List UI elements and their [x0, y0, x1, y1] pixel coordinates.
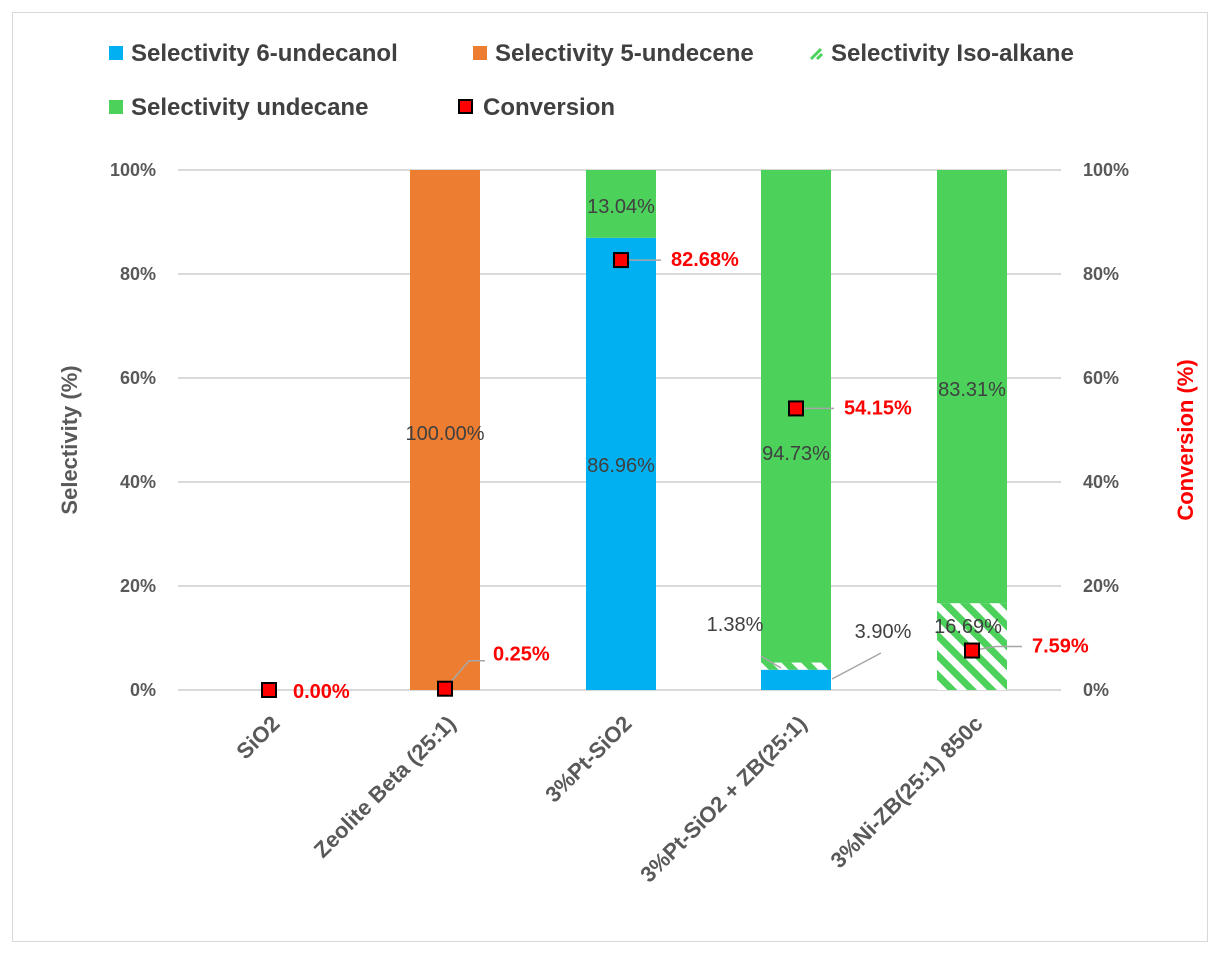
y-right-tick-label: 100% — [1083, 160, 1129, 180]
bar-segment — [761, 669, 831, 690]
conversion-data-label: 0.25% — [493, 644, 550, 666]
x-axis: SiO2 Zeolite Beta (25:1) 3%Pt-SiO23%Pt-SiO… — [231, 711, 987, 887]
legend: Selectivity 6-undecanol Selectivity 5-und… — [109, 40, 1074, 121]
x-category-label: 3%Pt-SiO2 + ZB(25:1) — [635, 711, 811, 887]
conversion-series: 0.00% 0.25% 82.68% 54.15% 7.59% — [261, 249, 1089, 703]
y-left-tick-label: 60% — [120, 368, 156, 388]
legend-label: Selectivity 5-undecene — [495, 40, 754, 67]
bar-data-label: 1.38% — [707, 614, 764, 636]
bar-data-label: 86.96% — [587, 455, 655, 477]
y-left-tick-label: 20% — [120, 576, 156, 596]
bar-data-label: 94.73% — [762, 443, 830, 465]
legend-marker — [109, 100, 123, 114]
bar-segment — [761, 662, 831, 670]
legend-label: Conversion — [483, 94, 615, 121]
conversion-data-label: 7.59% — [1032, 636, 1089, 658]
x-category-label: 3%Ni-ZB(25:1) 850c — [825, 711, 987, 873]
y-left-tick-label: 40% — [120, 472, 156, 492]
chart-frame: Selectivity 6-undecanol Selectivity 5-und… — [12, 12, 1208, 942]
selectivity-conversion-chart: Selectivity 6-undecanol Selectivity 5-und… — [57, 40, 1198, 887]
x-category-label: Zeolite Beta (25:1) — [309, 711, 461, 863]
y-right-axis: 0% 20% 40% 60% 80% 100% — [1083, 160, 1129, 700]
bar-data-label: 83.31% — [938, 379, 1006, 401]
bar-data-labels: 100.00% 86.96% 13.04% 3.90% 1.38% 94.73% 16.69… — [406, 196, 1007, 643]
legend-marker-conversion-icon — [458, 99, 473, 114]
leader-lines — [760, 652, 882, 680]
bar-segment — [410, 170, 480, 690]
legend-marker — [109, 46, 123, 60]
conversion-data-label: 0.00% — [293, 681, 350, 703]
y-left-axis: 0% 20% 40% 60% 80% 100% — [110, 160, 156, 700]
y-right-tick-label: 0% — [1083, 680, 1109, 700]
conversion-data-label: 54.15% — [844, 397, 912, 419]
y-right-tick-label: 20% — [1083, 576, 1119, 596]
legend-label: Selectivity 6-undecanol — [131, 40, 398, 67]
bar-data-label: 16.69% — [934, 616, 1002, 638]
y-right-tick-label: 40% — [1083, 472, 1119, 492]
bar-segment — [586, 237, 656, 691]
conversion-leader-line — [444, 659, 485, 690]
legend-label: Selectivity undecane — [131, 94, 368, 121]
conversion-marker — [964, 642, 980, 659]
bar-data-label: 3.90% — [855, 621, 912, 643]
conversion-marker — [261, 682, 277, 698]
y-left-tick-label: 100% — [110, 160, 156, 180]
y-right-tick-label: 60% — [1083, 368, 1119, 388]
x-category-label: 3%Pt-SiO2 — [540, 711, 636, 807]
conversion-marker — [613, 252, 629, 269]
legend-marker — [473, 46, 487, 60]
bar-data-label: 13.04% — [587, 196, 655, 218]
y-left-axis-title: Selectivity (%) — [57, 365, 82, 514]
legend-marker-iso-alkane-icon — [809, 47, 824, 61]
bar-data-label: 100.00% — [406, 423, 485, 445]
x-category-label: SiO2 — [231, 711, 284, 764]
y-left-tick-label: 80% — [120, 264, 156, 284]
leader-line — [760, 655, 782, 669]
y-right-tick-label: 80% — [1083, 264, 1119, 284]
bar-segment — [937, 170, 1007, 604]
conversion-marker — [437, 680, 453, 697]
leader-line — [831, 652, 882, 680]
y-left-tick-label: 0% — [130, 680, 156, 700]
bars — [410, 169, 1007, 691]
conversion-marker — [788, 400, 804, 417]
y-right-axis-title: Conversion (%) — [1173, 359, 1198, 520]
legend-label: Selectivity Iso-alkane — [831, 40, 1074, 67]
conversion-data-label: 82.68% — [671, 249, 739, 271]
bar-segment — [586, 170, 656, 238]
